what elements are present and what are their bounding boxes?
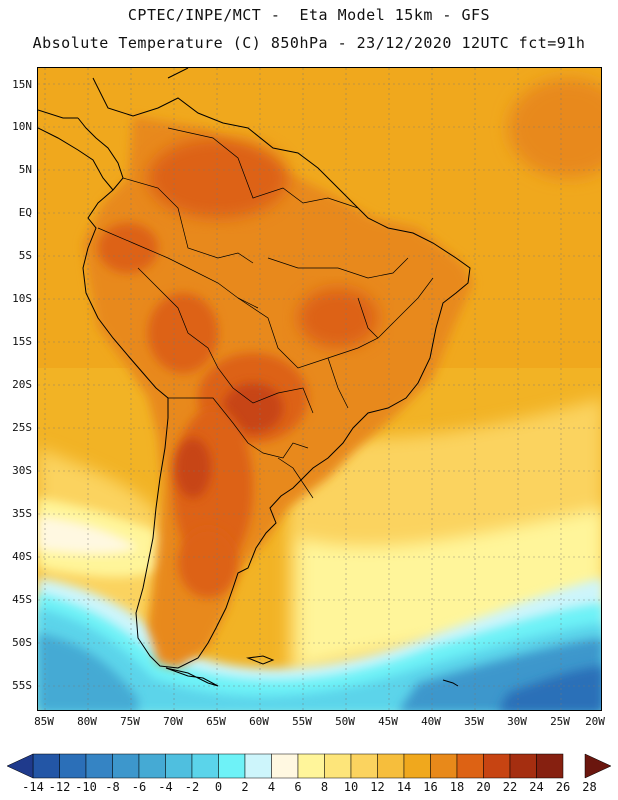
colorbar-tick-label: -14 bbox=[22, 780, 44, 794]
colorbar-box bbox=[377, 753, 405, 779]
lat-label-10s: 10S bbox=[12, 292, 32, 305]
colorbar-tick-label: 4 bbox=[267, 780, 276, 794]
colorbar-tick-label: 14 bbox=[396, 780, 412, 794]
colorbar-tick-label: 0 bbox=[214, 780, 223, 794]
map-canvas bbox=[38, 68, 601, 710]
colorbar-box bbox=[112, 753, 140, 779]
lat-label-30s: 30S bbox=[12, 464, 32, 477]
gridlines bbox=[38, 68, 601, 710]
chart-title-line1: CPTEC/INPE/MCT - Eta Model 15km - GFS bbox=[127, 6, 491, 24]
south-america-coast bbox=[77, 68, 471, 669]
colorbar-box bbox=[191, 753, 219, 779]
colorbar-box bbox=[297, 753, 325, 779]
lat-label-15s: 15S bbox=[12, 335, 32, 348]
falklands bbox=[246, 655, 275, 665]
colorbar-box bbox=[138, 753, 166, 779]
colorbar-box bbox=[456, 753, 484, 779]
lat-label-40s: 40S bbox=[12, 550, 32, 563]
colorbar-tick-label: 16 bbox=[423, 780, 438, 794]
colorbar-box bbox=[218, 753, 246, 779]
colorbar-right-arrow bbox=[584, 753, 612, 779]
lon-label-50w: 50W bbox=[335, 715, 355, 728]
colorbar bbox=[6, 753, 612, 779]
colorbar-tick-label: 8 bbox=[320, 780, 329, 794]
colorbar-box bbox=[32, 753, 60, 779]
colorbar-tick-label: 24 bbox=[529, 780, 544, 794]
field-ne-warm bbox=[508, 78, 601, 178]
tierra-del-fuego bbox=[165, 667, 219, 687]
colorbar-box bbox=[403, 753, 431, 779]
field-peru-hot bbox=[98, 223, 158, 273]
lat-label-10n: 10N bbox=[12, 120, 32, 133]
coastlines bbox=[38, 68, 471, 687]
lon-label-30w: 30W bbox=[507, 715, 527, 728]
colorbar-tick-label: -10 bbox=[75, 780, 97, 794]
temperature-map bbox=[37, 67, 602, 711]
lon-label-40w: 40W bbox=[421, 715, 441, 728]
field-se-darkblue bbox=[499, 666, 601, 710]
colorbar-tick-label: 2 bbox=[241, 780, 249, 794]
colorbar-tick-label: -6 bbox=[131, 780, 147, 794]
colorbar-tick-label: 28 bbox=[582, 780, 597, 794]
field-bolivia-hot bbox=[148, 293, 218, 373]
colorbar-box bbox=[85, 753, 113, 779]
colorbar-tick-label: 26 bbox=[555, 780, 571, 794]
field-patagonia-hot bbox=[178, 528, 238, 598]
lon-label-20w: 20W bbox=[585, 715, 605, 728]
lon-label-80w: 80W bbox=[77, 715, 97, 728]
colorbar-box bbox=[244, 753, 272, 779]
colorbar-box bbox=[536, 753, 564, 779]
lon-label-85w: 85W bbox=[34, 715, 54, 728]
field-amazon-hot bbox=[148, 138, 288, 218]
colorbar-tick-label: -12 bbox=[48, 780, 71, 794]
lat-label-45s: 45S bbox=[12, 593, 32, 606]
lon-label-60w: 60W bbox=[249, 715, 269, 728]
colorbar-tick-label: -4 bbox=[158, 780, 173, 794]
colorbar-tick-label: 20 bbox=[476, 780, 491, 794]
country-borders bbox=[97, 127, 434, 499]
lon-label-45w: 45W bbox=[378, 715, 398, 728]
colorbar-box bbox=[350, 753, 378, 779]
lat-label-35s: 35S bbox=[12, 507, 32, 520]
colorbar-tick-label: 6 bbox=[294, 780, 302, 794]
lon-label-25w: 25W bbox=[550, 715, 570, 728]
lon-label-65w: 65W bbox=[206, 715, 226, 728]
lon-label-35w: 35W bbox=[464, 715, 484, 728]
field-south-blue bbox=[38, 633, 138, 710]
colorbar-tick-label: 12 bbox=[370, 780, 385, 794]
lon-label-55w: 55W bbox=[292, 715, 312, 728]
south-georgia bbox=[442, 679, 459, 687]
lat-label-5n: 5N bbox=[18, 163, 32, 176]
colorbar-tick-label: 22 bbox=[502, 780, 518, 794]
colorbar-box bbox=[430, 753, 458, 779]
colorbar-box bbox=[324, 753, 352, 779]
lat-label-20s: 20S bbox=[12, 378, 32, 391]
lat-label-eq: EQ bbox=[18, 206, 32, 219]
field-chaco-core bbox=[223, 383, 283, 433]
colorbar-box bbox=[59, 753, 87, 779]
colorbar-box bbox=[509, 753, 537, 779]
colorbar-box bbox=[483, 753, 511, 779]
colorbar-box bbox=[271, 753, 299, 779]
lat-label-55s: 55S bbox=[12, 679, 32, 692]
colorbar-box bbox=[165, 753, 193, 779]
colorbar-left-arrow bbox=[6, 753, 34, 779]
lon-label-75w: 75W bbox=[120, 715, 140, 728]
lat-label-50s: 50S bbox=[12, 636, 32, 649]
colorbar-tick-label: -2 bbox=[184, 780, 200, 794]
lon-label-70w: 70W bbox=[163, 715, 183, 728]
colorbar-tick-label: -8 bbox=[105, 780, 120, 794]
central-america-coast bbox=[38, 109, 114, 191]
colorbar-tick-label: 10 bbox=[343, 780, 359, 794]
lat-label-5s: 5S bbox=[18, 249, 32, 262]
chart-title-line2: Absolute Temperature (C) 850hPa - 23/12/… bbox=[32, 34, 586, 52]
colorbar-tick-label: 18 bbox=[449, 780, 465, 794]
field-argentina-core bbox=[175, 438, 211, 498]
lat-label-15n: 15N bbox=[12, 78, 32, 91]
field-brazil-hot bbox=[298, 288, 378, 348]
lat-label-25s: 25S bbox=[12, 421, 32, 434]
